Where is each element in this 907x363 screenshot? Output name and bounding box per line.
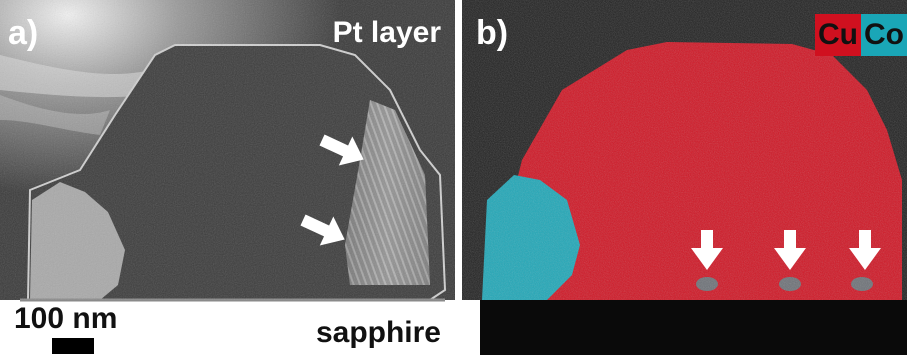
precipitate — [696, 277, 718, 291]
element-legend: Cu Co — [815, 14, 907, 56]
legend-co: Co — [861, 14, 907, 56]
pt-layer-label: Pt layer — [332, 16, 441, 49]
down-arrow-icon — [691, 230, 723, 270]
precipitate — [779, 277, 801, 291]
cu-region — [487, 42, 902, 300]
sapphire-label: sapphire — [315, 316, 441, 349]
panel-label-a: a) — [8, 14, 39, 52]
co-region — [482, 175, 580, 300]
tem-image — [0, 0, 455, 302]
scale-bar-label: 100 nm — [14, 302, 118, 335]
edx-map — [462, 0, 907, 363]
legend-cu: Cu — [815, 14, 861, 56]
panel-label-b: b) — [476, 14, 509, 52]
down-arrow-icon — [774, 230, 806, 270]
edx-map-panel: b) Cu Co — [462, 0, 907, 363]
scale-bar — [52, 338, 94, 354]
tem-image-panel: a) Pt layer sapphire 100 nm — [0, 0, 455, 354]
arrow-icon — [319, 134, 364, 166]
down-arrow-icon — [849, 230, 881, 270]
precipitate — [851, 277, 873, 291]
arrow-icon — [300, 214, 345, 246]
